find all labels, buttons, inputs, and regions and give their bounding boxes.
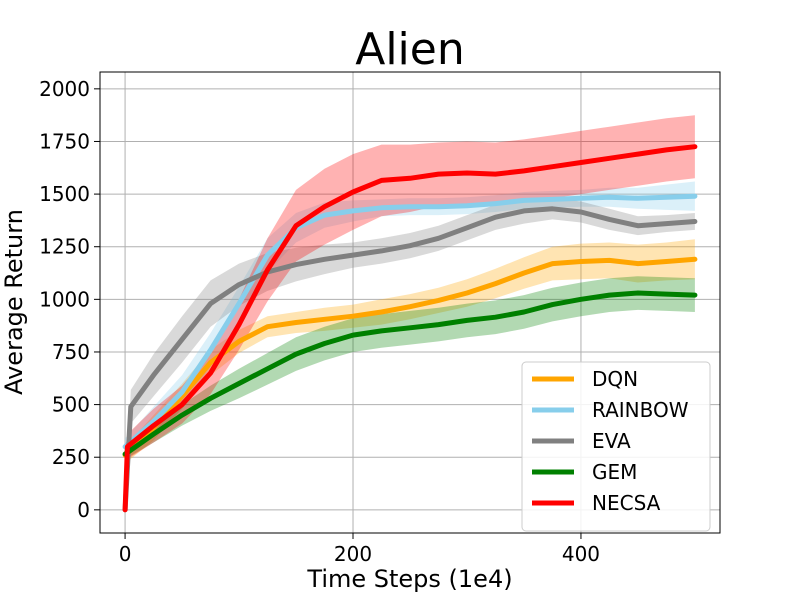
rainbow-legend-label: RAINBOW	[592, 398, 689, 422]
x-tick-label: 0	[119, 542, 132, 566]
y-tick-label: 1500	[39, 182, 90, 206]
legend-box	[521, 361, 711, 532]
dqn-legend-label: DQN	[592, 367, 638, 391]
y-tick-label: 2000	[39, 77, 90, 101]
rainbow-line	[122, 193, 698, 450]
y-tick-label: 750	[52, 340, 90, 364]
grid	[100, 72, 720, 533]
y-tick-label: 1000	[39, 287, 90, 311]
axis-ticks: 0 200 400 0 250 500 750 1000 1250 1500 1750 2000	[39, 77, 600, 566]
rainbow-band	[125, 181, 695, 456]
gem-legend-label: GEM	[592, 460, 637, 484]
necsa-legend-label: NECSA	[592, 491, 661, 515]
y-tick-label: 1750	[39, 129, 90, 153]
eva-line	[122, 206, 698, 513]
y-tick-label: 500	[52, 393, 90, 417]
eva-legend-label: EVA	[592, 429, 631, 453]
x-tick-label: 200	[334, 542, 372, 566]
series-lines	[122, 144, 698, 513]
eva-band	[125, 198, 695, 510]
y-tick-label: 250	[52, 445, 90, 469]
y-tick-label: 1250	[39, 235, 90, 259]
y-tick-label: 0	[77, 498, 90, 522]
y-axis-label: Average Return	[0, 209, 28, 395]
chart-title: Alien	[355, 24, 465, 75]
gem-line	[122, 290, 698, 457]
x-tick-label: 400	[562, 542, 600, 566]
x-axis-label: Time Steps (1e4)	[306, 565, 512, 593]
plot-frame	[99, 71, 721, 534]
legend: DQN RAINBOW EVA GEM NECSA	[521, 361, 711, 532]
necsa-line	[122, 144, 698, 513]
